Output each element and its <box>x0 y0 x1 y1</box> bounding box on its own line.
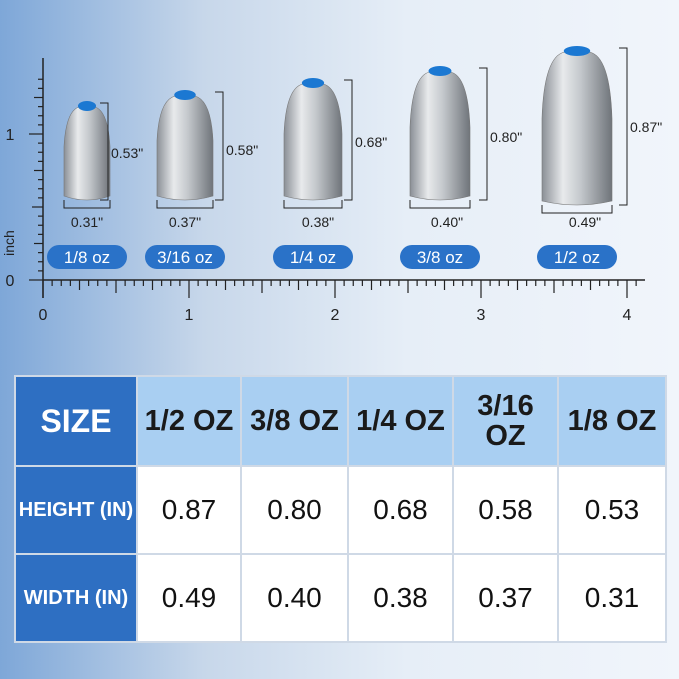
width-label: 0.38" <box>302 214 334 230</box>
x-ruler-label: 3 <box>477 307 486 324</box>
table-cell: 0.58 <box>452 465 559 555</box>
x-ruler-label: 0 <box>39 307 48 324</box>
weight-pill <box>400 245 480 269</box>
width-bracket <box>63 200 111 209</box>
table-cell: HEIGHT (IN) <box>14 465 138 555</box>
table-cell: 3/8 OZ <box>240 375 349 467</box>
weight <box>541 51 613 206</box>
weight-label: 3/16 oz <box>157 248 213 267</box>
width-bracket <box>283 200 343 209</box>
height-label: 0.58" <box>226 142 258 158</box>
table-cell: 1/8 OZ <box>557 375 667 467</box>
weight-cap <box>563 46 591 56</box>
height-label: 0.87" <box>630 119 662 135</box>
width-bracket <box>409 200 471 209</box>
y-ruler-label: 0 <box>6 273 15 290</box>
width-label: 0.31" <box>71 214 103 230</box>
weight-cap <box>428 66 452 76</box>
table-cell: 0.53 <box>557 465 667 555</box>
x-ruler-label: 4 <box>623 307 632 324</box>
weight-cap <box>77 101 97 111</box>
height-label: 0.80" <box>490 129 522 145</box>
height-label: 0.68" <box>355 134 387 150</box>
weight-label: 3/8 oz <box>417 248 463 267</box>
weight-label: 1/2 oz <box>554 248 600 267</box>
height-bracket <box>215 91 224 201</box>
height-bracket <box>344 79 353 201</box>
width-label: 0.49" <box>569 214 601 230</box>
table-cell: 0.37 <box>452 553 559 643</box>
y-ruler-label: 1 <box>6 127 15 144</box>
weight <box>409 71 471 201</box>
weight-pill <box>273 245 353 269</box>
table-cell: 1/2 OZ <box>136 375 242 467</box>
table-cell: 1/4 OZ <box>347 375 454 467</box>
table-cell: 0.38 <box>347 553 454 643</box>
x-ruler-label: 2 <box>331 307 340 324</box>
table-cell: 0.87 <box>136 465 242 555</box>
weight-label: 1/8 oz <box>64 248 110 267</box>
size-table: SIZE 1/2 OZ 3/8 OZ 1/4 OZ 3/16 OZ 1/8 OZ HEIGH… <box>14 375 667 643</box>
width-bracket <box>156 200 214 209</box>
weight <box>63 106 111 201</box>
table-cell: 0.40 <box>240 553 349 643</box>
weight <box>283 83 343 201</box>
table-cell: 0.49 <box>136 553 242 643</box>
unit-label: inch <box>1 230 17 256</box>
table-row: WIDTH (IN) 0.49 0.40 0.38 0.37 0.31 <box>14 553 667 643</box>
table-cell: 0.68 <box>347 465 454 555</box>
weight-cap <box>174 90 196 100</box>
weight-pill <box>537 245 617 269</box>
ruler-graphic: inch 0 1 2 3 4 0 1 0.53" 0.31" 1/8 oz 0.58" 0.37" 3/… <box>1 46 662 324</box>
width-label: 0.40" <box>431 214 463 230</box>
weight-cap <box>301 78 325 88</box>
height-bracket <box>479 67 488 201</box>
height-label: 0.53" <box>111 145 143 161</box>
weight-pill <box>145 245 225 269</box>
height-bracket <box>100 102 109 201</box>
width-bracket <box>541 205 613 214</box>
x-ruler-label: 1 <box>185 307 194 324</box>
table-cell: 0.31 <box>557 553 667 643</box>
table-cell: 3/16 OZ <box>452 375 559 467</box>
weight-pill <box>47 245 127 269</box>
table-row: HEIGHT (IN) 0.87 0.80 0.68 0.58 0.53 <box>14 465 667 555</box>
table-cell: 0.80 <box>240 465 349 555</box>
weight-label: 1/4 oz <box>290 248 336 267</box>
table-cell: WIDTH (IN) <box>14 553 138 643</box>
table-row: SIZE 1/2 OZ 3/8 OZ 1/4 OZ 3/16 OZ 1/8 OZ <box>14 375 667 467</box>
width-label: 0.37" <box>169 214 201 230</box>
height-bracket <box>619 47 628 206</box>
table-cell: SIZE <box>14 375 138 467</box>
weight <box>156 95 214 201</box>
